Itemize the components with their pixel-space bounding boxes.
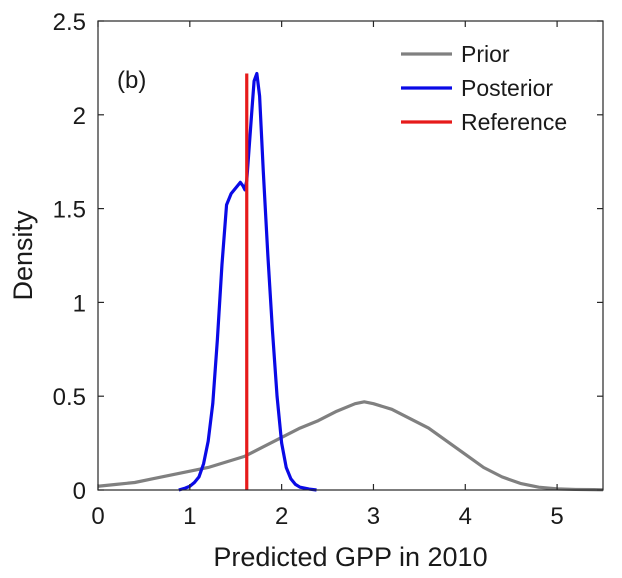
x-tick-label: 2	[275, 503, 288, 530]
axes-box	[97, 20, 604, 491]
y-tick-label: 2	[73, 103, 86, 130]
x-axis-label: Predicted GPP in 2010	[213, 542, 487, 572]
legend-label-posterior: Posterior	[461, 75, 553, 101]
y-tick-label: 2.5	[53, 9, 86, 36]
legend-label-prior: Prior	[461, 41, 510, 67]
x-tick-label: 0	[91, 503, 104, 530]
y-tick-label: 1.5	[53, 197, 86, 224]
x-tick-label: 4	[459, 503, 472, 530]
panel-label: (b)	[117, 67, 146, 94]
x-tick-label: 3	[367, 503, 380, 530]
series-layer	[97, 71, 604, 492]
legend: Prior Posterior Reference	[401, 41, 567, 135]
ticks-layer: 0 1 2 3 4 5 0 0.5 1 1.5 2 2.5	[53, 9, 603, 530]
x-tick-label: 5	[550, 503, 563, 530]
legend-label-reference: Reference	[461, 109, 567, 135]
y-tick-label: 0.5	[53, 384, 86, 411]
y-tick-label: 0	[73, 478, 86, 505]
y-tick-label: 1	[73, 290, 86, 317]
y-axis-label: Density	[8, 210, 38, 301]
x-tick-label: 1	[183, 503, 196, 530]
series-line-prior	[97, 400, 604, 492]
